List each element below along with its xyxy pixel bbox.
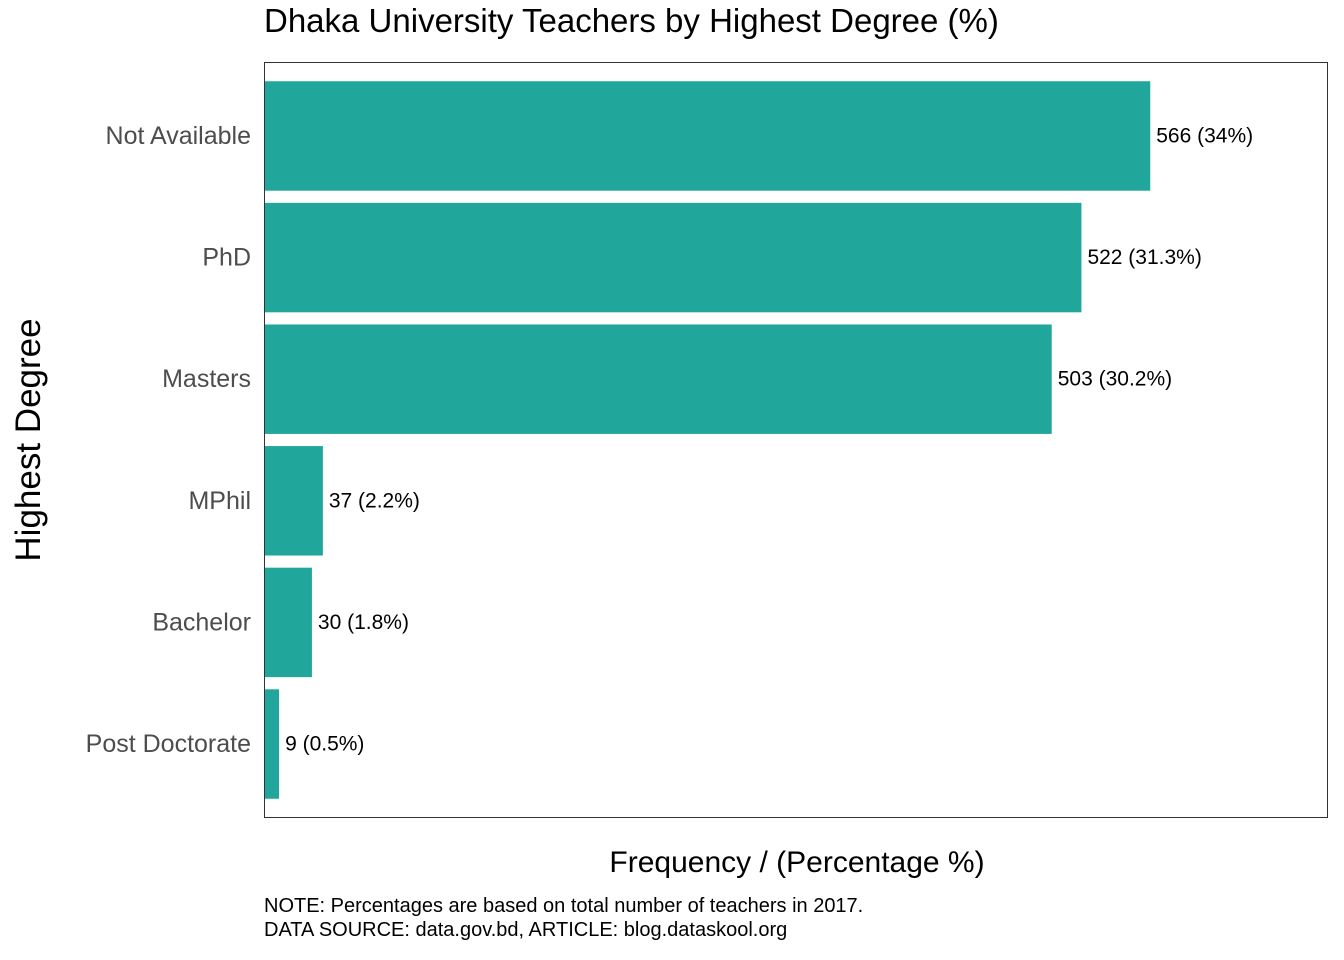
bar-data-label: 37 (2.2%) xyxy=(329,489,420,512)
bar-data-label: 503 (30.2%) xyxy=(1058,368,1172,391)
y-tick-label: Masters xyxy=(162,365,251,393)
bar xyxy=(265,81,1151,191)
bar-data-label: 9 (0.5%) xyxy=(285,733,364,756)
x-axis-title: Frequency / (Percentage %) xyxy=(609,846,985,879)
y-tick-label: Bachelor xyxy=(152,608,251,636)
plot-panel xyxy=(264,62,1328,818)
y-tick-label: Not Available xyxy=(106,122,251,150)
bar xyxy=(265,324,1052,434)
chart-title: Dhaka University Teachers by Highest Deg… xyxy=(264,2,999,39)
bar xyxy=(265,202,1082,313)
caption-note: NOTE: Percentages are based on total num… xyxy=(264,895,864,917)
y-tick-label: MPhil xyxy=(188,487,251,515)
y-tick-label: PhD xyxy=(202,244,251,272)
bar-data-label: 30 (1.8%) xyxy=(318,611,409,634)
y-tick-label: Post Doctorate xyxy=(86,730,251,758)
bar xyxy=(265,689,280,799)
bar xyxy=(265,567,312,678)
bar-data-label: 566 (34%) xyxy=(1156,124,1253,147)
y-axis-title: Highest Degree xyxy=(9,318,48,562)
bar-data-label: 522 (31.3%) xyxy=(1087,246,1201,269)
bar xyxy=(265,446,323,556)
caption-source: DATA SOURCE: data.gov.bd, ARTICLE: blog.… xyxy=(264,919,788,941)
